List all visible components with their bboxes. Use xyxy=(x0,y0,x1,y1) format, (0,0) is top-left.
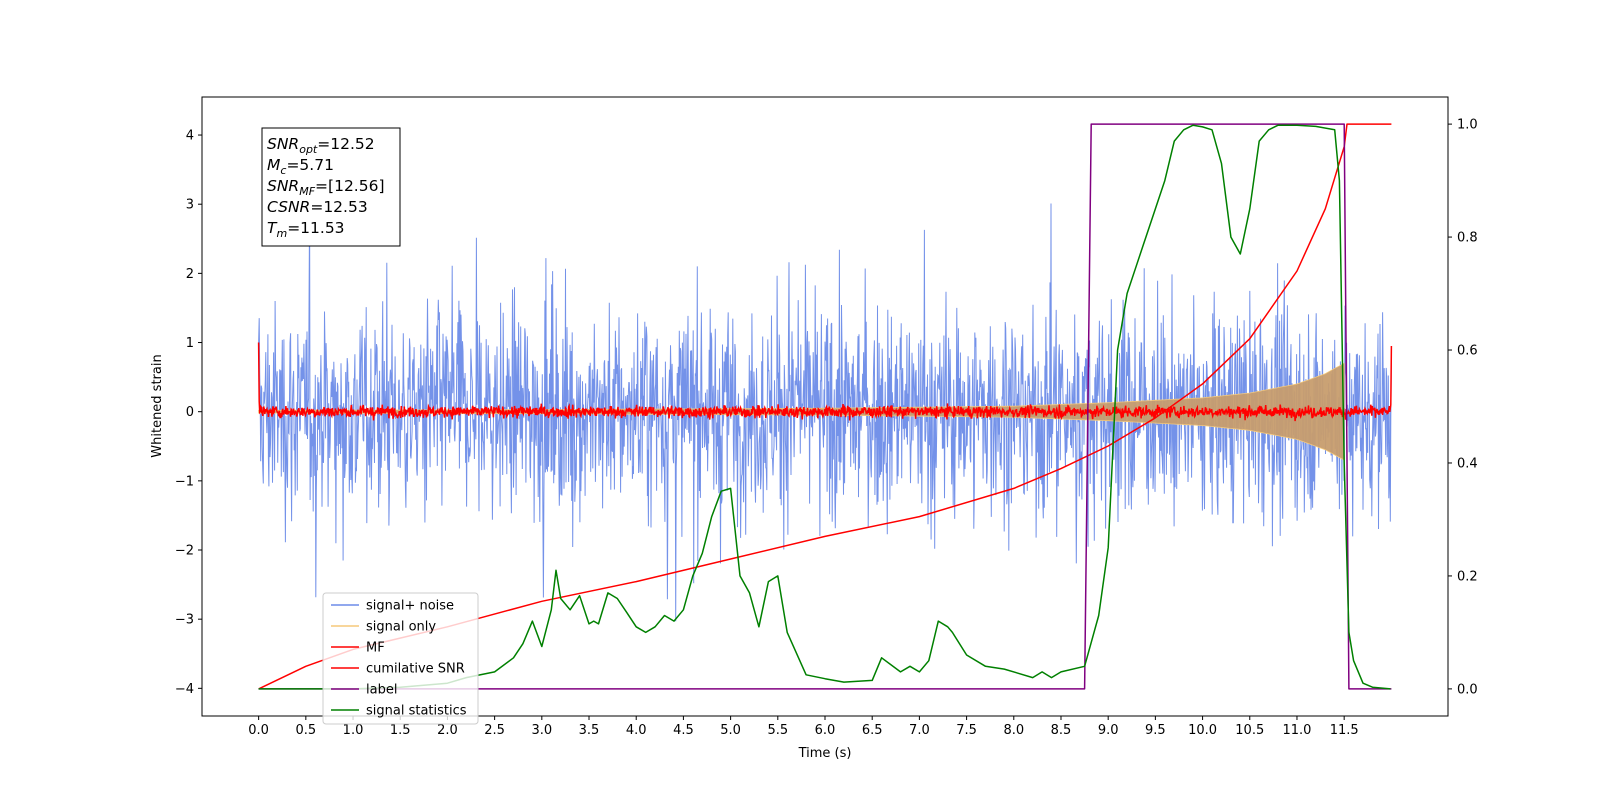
y2-tick-label: 0.0 xyxy=(1457,682,1478,697)
annotation-symbol: T xyxy=(267,219,278,237)
x-tick-label: 5.5 xyxy=(767,723,788,738)
x-tick-label: 6.0 xyxy=(815,723,836,738)
annotation-line: SNRMF=[12.56] xyxy=(267,177,385,198)
legend-frame xyxy=(322,592,479,725)
x-tick-label: 7.5 xyxy=(956,723,977,738)
x-tick-label: 4.5 xyxy=(673,723,694,738)
annotation-line: CSNR=12.53 xyxy=(267,198,368,216)
annotation-symbol: M xyxy=(267,156,280,174)
annotation-value: =5.71 xyxy=(286,156,334,174)
annotation-value: =[12.56] xyxy=(315,177,384,195)
x-tick-label: 10.0 xyxy=(1188,723,1217,738)
y-tick-label: 4 xyxy=(186,129,194,144)
x-tick-label: 6.5 xyxy=(862,723,883,738)
annotation-subscript: MF xyxy=(299,185,315,198)
x-tick-label: 1.0 xyxy=(343,723,364,738)
x-tick-label: 9.5 xyxy=(1145,723,1166,738)
x-tick-label: 11.0 xyxy=(1282,723,1311,738)
mf-line xyxy=(257,342,1393,422)
x-tick-label: 0.0 xyxy=(248,723,269,738)
legend: signal+ noise signal only MF cumilative SNR… xyxy=(322,592,479,725)
annotation-subscript: m xyxy=(276,227,287,240)
y2-tick-label: 0.8 xyxy=(1457,231,1478,246)
x-axis: 0.0 0.5 1.0 1.5 2.0 2.5 3.0 3.5 4.0 4.5 5.0 5.5 6.0 6… xyxy=(248,716,1359,738)
annotation-symbol: SNR xyxy=(267,135,299,153)
legend-label: signal statistics xyxy=(366,704,467,719)
x-tick-label: 3.5 xyxy=(579,723,600,738)
signal-noise-line xyxy=(258,203,1392,622)
annotation-frame xyxy=(261,127,401,247)
y-axis-right: 0.0 0.2 0.4 0.6 0.8 1.0 xyxy=(1448,118,1478,697)
annotation-subscript: c xyxy=(280,164,286,177)
y-tick-label: −1 xyxy=(175,474,194,489)
annotation-value: =12.53 xyxy=(310,198,367,216)
x-tick-label: 0.5 xyxy=(295,723,316,738)
x-tick-label: 9.0 xyxy=(1098,723,1119,738)
x-tick-label: 3.0 xyxy=(531,723,552,738)
legend-label: label xyxy=(366,683,397,698)
y-axis-left: −4 −3 −2 −1 0 1 2 3 4 xyxy=(175,129,202,697)
annotation-line: Mc=5.71 xyxy=(267,156,334,177)
label-line xyxy=(258,123,1392,690)
y-tick-label: −4 xyxy=(175,682,194,697)
y2-tick-label: 0.2 xyxy=(1457,569,1478,584)
y-tick-label: −3 xyxy=(175,613,194,628)
y-tick-label: 0 xyxy=(186,405,194,420)
x-tick-label: 1.5 xyxy=(390,723,411,738)
annotation-line: SNRopt=12.52 xyxy=(267,135,375,156)
x-tick-label: 8.0 xyxy=(1003,723,1024,738)
annotation-subscript: opt xyxy=(299,143,318,156)
x-tick-label: 2.0 xyxy=(437,723,458,738)
annotation-line: Tm=11.53 xyxy=(267,219,345,240)
x-tick-label: 4.0 xyxy=(626,723,647,738)
annotation-symbol: SNR xyxy=(267,177,299,195)
x-tick-label: 10.5 xyxy=(1235,723,1264,738)
annotation-symbol: CSNR xyxy=(267,198,310,216)
y-axis-label: Whitened strain xyxy=(150,354,165,457)
annotation-value: =12.52 xyxy=(317,135,374,153)
x-tick-label: 2.5 xyxy=(484,723,505,738)
annotation-box: SNRopt=12.52Mc=5.71SNRMF=[12.56]CSNR=12.… xyxy=(261,127,401,247)
legend-label: signal only xyxy=(366,620,436,635)
y2-tick-label: 0.6 xyxy=(1457,344,1478,359)
y2-tick-label: 1.0 xyxy=(1457,118,1478,133)
x-tick-label: 8.5 xyxy=(1051,723,1072,738)
signal-statistics-line xyxy=(258,124,1391,690)
x-tick-label: 5.0 xyxy=(720,723,741,738)
y-tick-label: −2 xyxy=(175,544,194,559)
x-tick-label: 11.5 xyxy=(1330,723,1359,738)
x-tick-label: 7.0 xyxy=(909,723,930,738)
y-tick-label: 3 xyxy=(186,198,194,213)
annotation-value: =11.53 xyxy=(287,219,344,237)
y-tick-label: 1 xyxy=(186,336,194,351)
legend-label: MF xyxy=(366,641,385,656)
x-axis-label: Time (s) xyxy=(798,746,852,761)
y2-tick-label: 0.4 xyxy=(1457,456,1478,471)
y-tick-label: 2 xyxy=(186,267,194,282)
legend-label: cumilative SNR xyxy=(366,662,465,677)
legend-label: signal+ noise xyxy=(366,599,454,614)
